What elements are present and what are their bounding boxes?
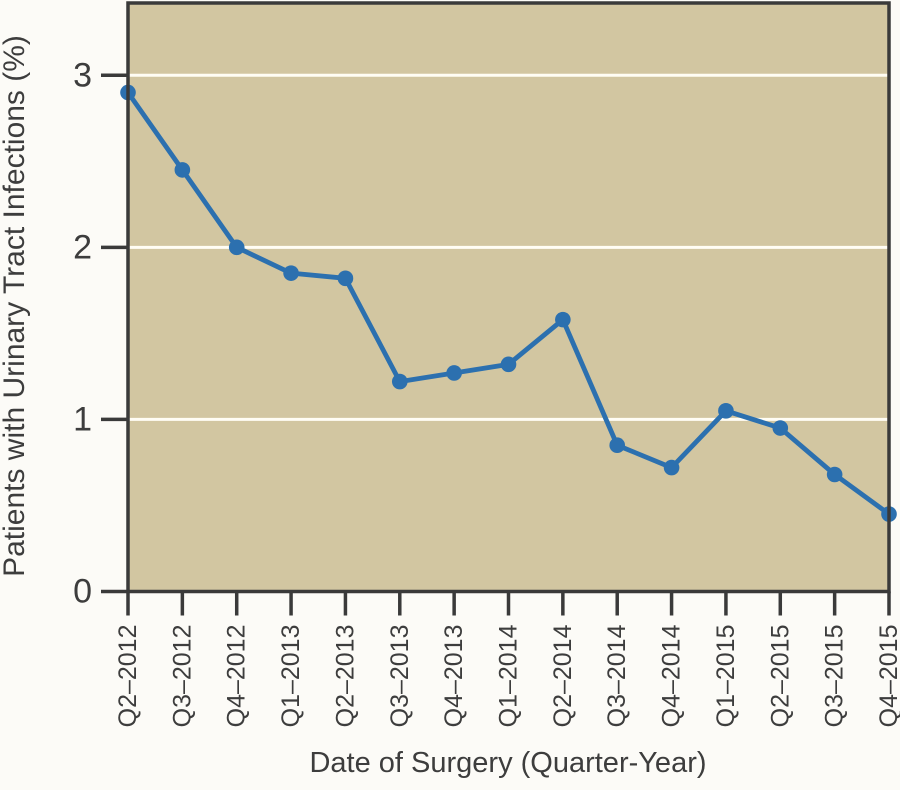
x-tick-label: Q3–2015 — [821, 625, 849, 728]
y-tick-label: 3 — [73, 56, 92, 94]
x-tick-label: Q2–2012 — [114, 625, 142, 728]
x-tick-label: Q3–2013 — [386, 625, 414, 728]
x-axis-title: Date of Surgery (Quarter-Year) — [309, 747, 706, 779]
data-point — [609, 437, 626, 454]
data-point — [555, 311, 571, 328]
x-tick-label: Q4–2012 — [223, 625, 251, 728]
x-axis: Q2–2012 Q3–2012 Q4–2012 Q1–2013 Q2–2013 Q3–20… — [114, 591, 900, 728]
x-tick-label: Q1–2014 — [495, 624, 523, 727]
y-tick-label: 2 — [73, 228, 92, 266]
data-point — [337, 270, 354, 287]
x-tick-label: Q1–2015 — [712, 625, 740, 728]
y-axis: 0 1 2 3 — [73, 56, 128, 611]
data-point — [826, 466, 843, 483]
data-point — [718, 403, 734, 419]
uti-rate-series — [120, 84, 897, 522]
x-tick-label: Q2–2013 — [331, 625, 359, 728]
x-tick-label: Q4–2013 — [440, 625, 468, 728]
data-point — [500, 356, 517, 373]
data-point — [283, 265, 299, 281]
x-tick-label: Q2–2014 — [549, 624, 577, 727]
data-point — [446, 365, 462, 381]
x-tick-label: Q1–2013 — [277, 625, 305, 728]
data-point — [174, 162, 191, 178]
x-tick-label: Q2–2015 — [766, 625, 794, 728]
data-point — [228, 239, 245, 256]
plot-area — [128, 3, 889, 592]
data-point — [772, 420, 789, 436]
y-axis-title: Patients with Urinary Tract Infections (… — [0, 35, 31, 577]
x-tick-label: Q3–2012 — [168, 625, 196, 728]
y-tick-label: 0 — [73, 573, 92, 611]
y-tick-label: 1 — [73, 400, 92, 438]
data-point — [391, 373, 408, 390]
x-tick-label: Q3–2014 — [603, 624, 631, 727]
data-point — [663, 459, 680, 476]
x-tick-label: Q4–2014 — [658, 624, 686, 727]
x-tick-label: Q4–2015 — [875, 625, 900, 728]
gridlines — [128, 73, 889, 421]
